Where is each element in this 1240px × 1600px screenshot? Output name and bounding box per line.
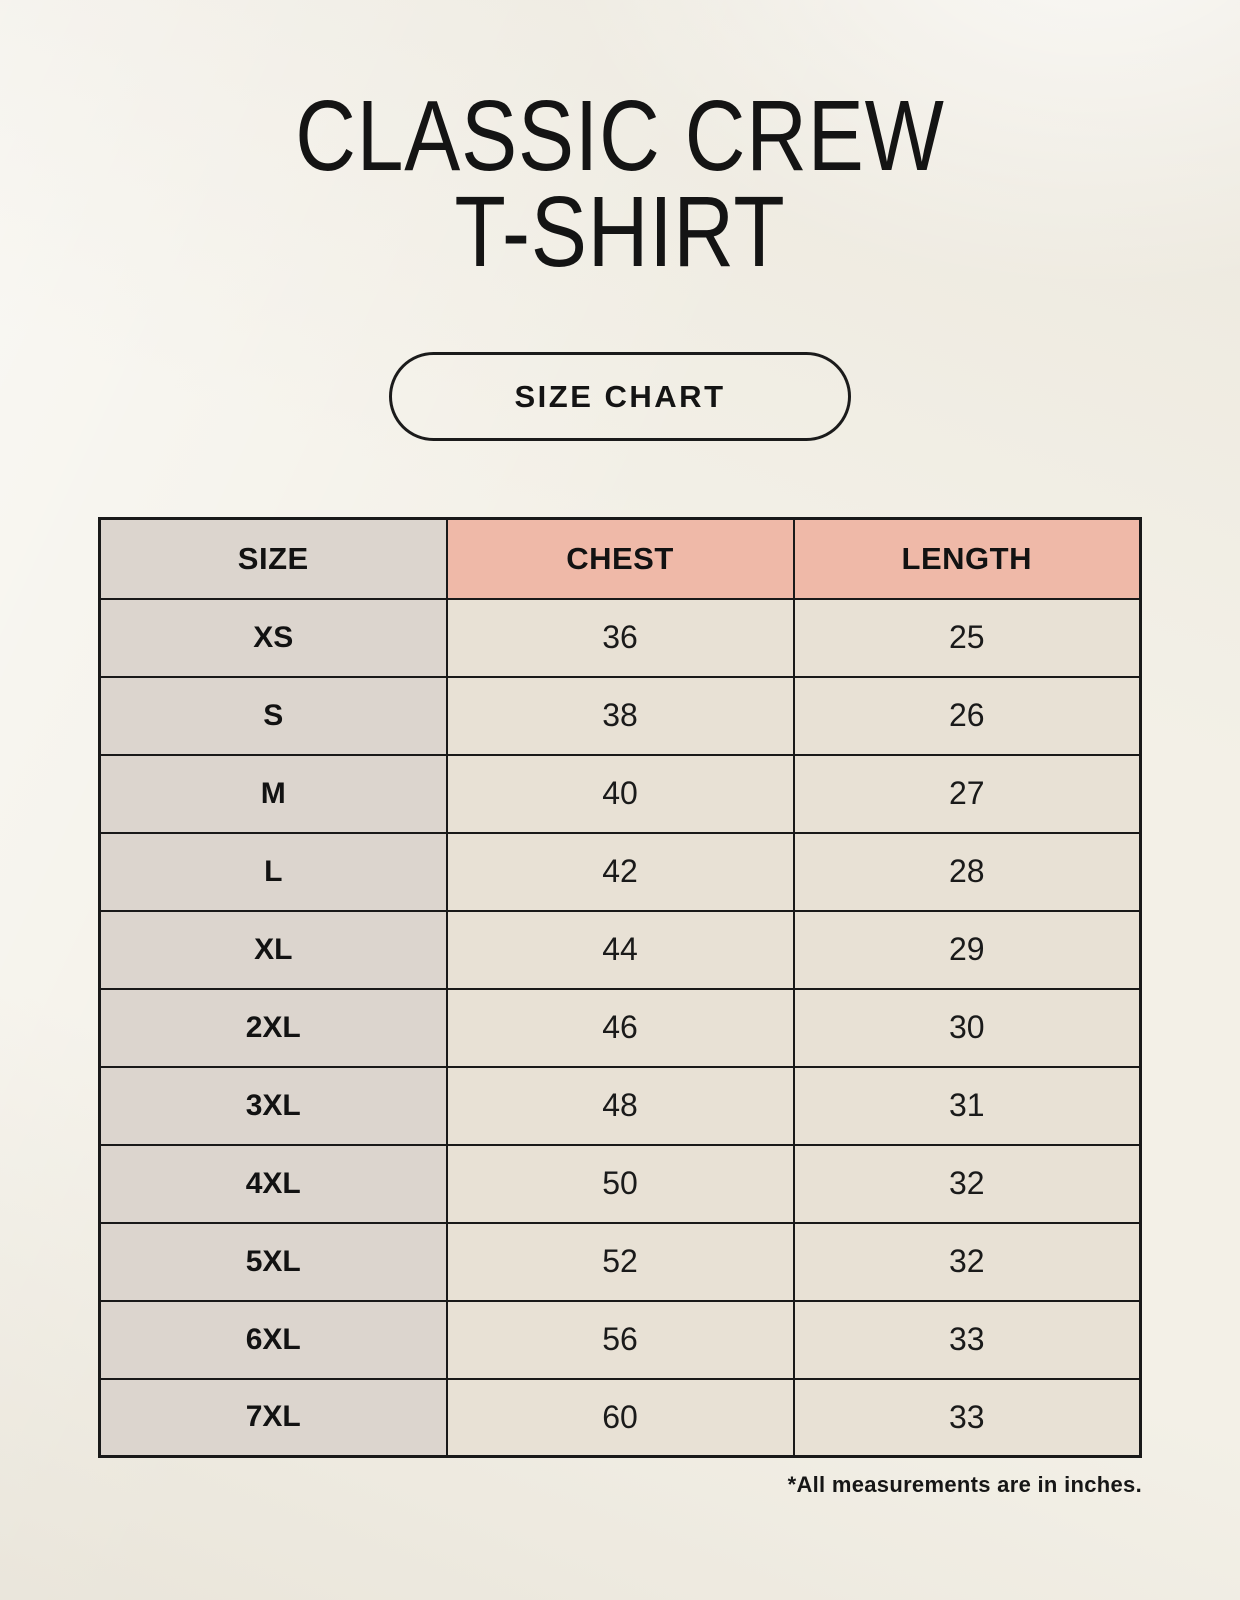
chest-cell: 36: [445, 597, 795, 678]
table-row: 4XL 50 32: [98, 1143, 1142, 1224]
length-cell: 32: [792, 1143, 1142, 1224]
size-chart-table: SIZE CHEST LENGTH XS 36 25 S 38 26 M: [98, 517, 1142, 1458]
size-cell: S: [98, 675, 448, 756]
col-header-length: LENGTH: [792, 517, 1142, 600]
chest-cell: 38: [445, 675, 795, 756]
page-title-line-2: T-SHIRT: [454, 176, 786, 288]
length-cell: 33: [792, 1377, 1142, 1458]
size-cell: 5XL: [98, 1221, 448, 1302]
length-cell: 27: [792, 753, 1142, 834]
chest-cell: 44: [445, 909, 795, 990]
size-cell: XL: [98, 909, 448, 990]
chest-cell: 50: [445, 1143, 795, 1224]
page-title: CLASSIC CREW T-SHIRT: [0, 80, 1240, 288]
chest-cell: 52: [445, 1221, 795, 1302]
length-cell: 33: [792, 1299, 1142, 1380]
size-cell: M: [98, 753, 448, 834]
chest-cell: 60: [445, 1377, 795, 1458]
size-cell: 3XL: [98, 1065, 448, 1146]
chest-cell: 56: [445, 1299, 795, 1380]
col-header-chest: CHEST: [445, 517, 795, 600]
length-cell: 28: [792, 831, 1142, 912]
size-cell: 2XL: [98, 987, 448, 1068]
size-cell: L: [98, 831, 448, 912]
table-row: 6XL 56 33: [98, 1299, 1142, 1380]
size-cell: 7XL: [98, 1377, 448, 1458]
table-row: M 40 27: [98, 753, 1142, 834]
table-row: XL 44 29: [98, 909, 1142, 990]
size-chart-button[interactable]: SIZE CHART: [389, 352, 851, 441]
size-cell: XS: [98, 597, 448, 678]
length-cell: 26: [792, 675, 1142, 756]
table-row: 5XL 52 32: [98, 1221, 1142, 1302]
chest-cell: 40: [445, 753, 795, 834]
table-header-row: SIZE CHEST LENGTH: [98, 517, 1142, 600]
length-cell: 29: [792, 909, 1142, 990]
table-row: S 38 26: [98, 675, 1142, 756]
chest-cell: 48: [445, 1065, 795, 1146]
chest-cell: 46: [445, 987, 795, 1068]
length-cell: 32: [792, 1221, 1142, 1302]
page-title-line-1: CLASSIC CREW: [295, 80, 945, 192]
size-chart-table-container: SIZE CHEST LENGTH XS 36 25 S 38 26 M: [98, 517, 1142, 1498]
length-cell: 31: [792, 1065, 1142, 1146]
size-cell: 4XL: [98, 1143, 448, 1224]
size-cell: 6XL: [98, 1299, 448, 1380]
table-row: 3XL 48 31: [98, 1065, 1142, 1146]
chest-cell: 42: [445, 831, 795, 912]
table-row: 2XL 46 30: [98, 987, 1142, 1068]
badge-container: SIZE CHART: [0, 352, 1240, 441]
measurements-footnote: *All measurements are in inches.: [787, 1472, 1142, 1497]
table-row: XS 36 25: [98, 597, 1142, 678]
col-header-size: SIZE: [98, 517, 448, 600]
table-row: L 42 28: [98, 831, 1142, 912]
table-row: 7XL 60 33: [98, 1377, 1142, 1458]
length-cell: 25: [792, 597, 1142, 678]
length-cell: 30: [792, 987, 1142, 1068]
